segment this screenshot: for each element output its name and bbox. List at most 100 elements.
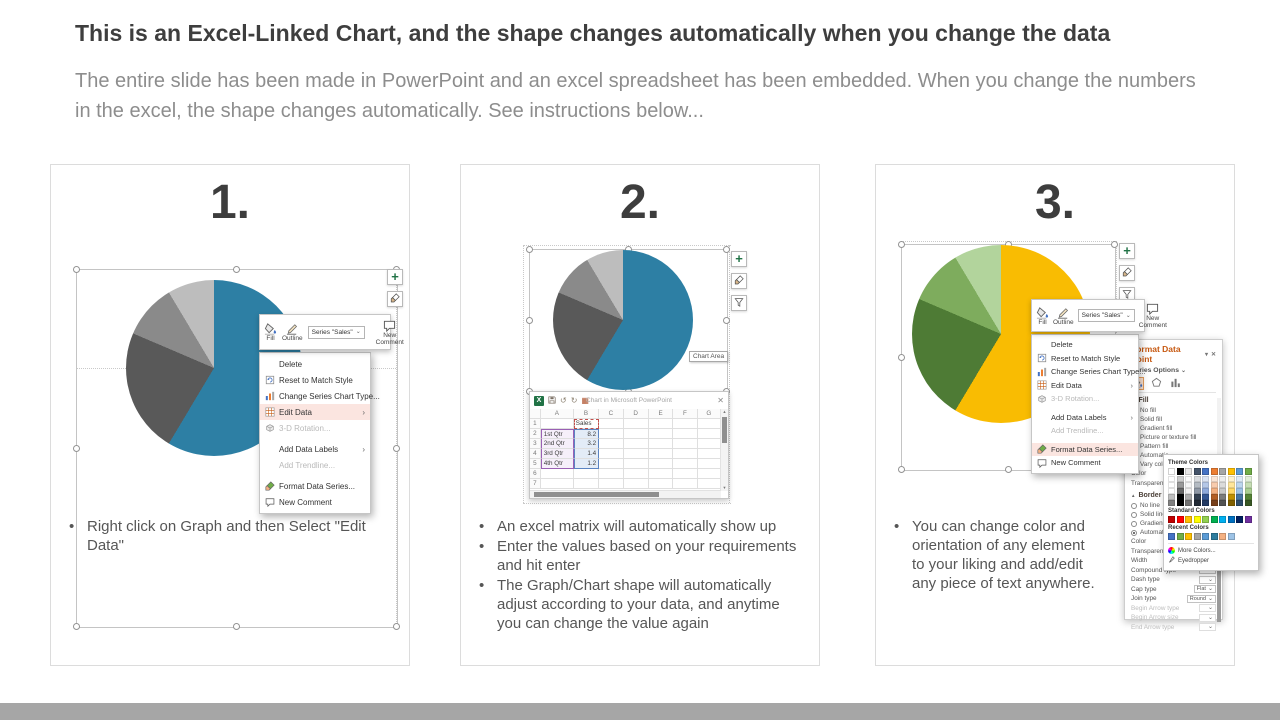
save-icon[interactable] bbox=[548, 395, 556, 406]
menu-item-add-data-labels[interactable]: Add Data Labels › bbox=[1032, 411, 1138, 425]
color-swatch[interactable] bbox=[1168, 476, 1175, 482]
chart-filters-button[interactable] bbox=[731, 295, 747, 311]
series-selector[interactable]: Series "Sales" ⌄ bbox=[1077, 309, 1135, 322]
color-swatch[interactable] bbox=[1185, 500, 1192, 506]
color-swatch[interactable] bbox=[1210, 494, 1218, 500]
cell-E7[interactable] bbox=[648, 479, 674, 489]
color-swatch[interactable] bbox=[1236, 494, 1243, 500]
cell-A1[interactable] bbox=[540, 419, 574, 429]
color-swatch[interactable] bbox=[1168, 468, 1175, 475]
new-comment-button[interactable]: New Comment bbox=[375, 319, 405, 346]
color-swatch[interactable] bbox=[1210, 468, 1218, 475]
cell-D4[interactable] bbox=[623, 449, 649, 459]
color-swatch[interactable] bbox=[1176, 533, 1184, 540]
color-swatch[interactable] bbox=[1202, 500, 1209, 506]
row-header-6[interactable]: 6 bbox=[530, 469, 541, 479]
cell-G2[interactable] bbox=[697, 429, 721, 439]
tab-series-options[interactable] bbox=[1169, 377, 1182, 390]
color-swatch[interactable] bbox=[1168, 516, 1175, 523]
cell-F6[interactable] bbox=[673, 469, 698, 479]
selection-handle[interactable] bbox=[898, 353, 905, 361]
menu-item-change-series-chart-type[interactable]: Change Series Chart Type... bbox=[1032, 365, 1146, 379]
color-swatch[interactable] bbox=[1185, 476, 1192, 482]
radio-automatic[interactable]: Automatic bbox=[1131, 528, 1216, 537]
color-swatch[interactable] bbox=[1227, 476, 1235, 482]
menu-item-new-comment[interactable]: New Comment bbox=[1032, 456, 1138, 470]
pane-options-icon[interactable]: ▾ bbox=[1204, 351, 1208, 358]
menu-item-reset-to-match-style[interactable]: Reset to Match Style bbox=[1032, 352, 1138, 366]
cell-F2[interactable] bbox=[673, 429, 698, 439]
cell-D3[interactable] bbox=[623, 439, 649, 449]
cell-D6[interactable] bbox=[623, 469, 649, 479]
cell-G7[interactable] bbox=[697, 479, 721, 489]
cell-F5[interactable] bbox=[673, 459, 698, 469]
color-swatch[interactable] bbox=[1227, 488, 1235, 494]
color-swatch[interactable] bbox=[1193, 494, 1201, 500]
cell-F3[interactable] bbox=[673, 439, 698, 449]
horizontal-scrollbar[interactable] bbox=[530, 490, 721, 498]
selection-handle[interactable] bbox=[73, 444, 80, 452]
spreadsheet-grid[interactable]: A B C D E F G 1 Sales 2 1st Qtr 8.2 3 2nd Qtr 3.2 4 3rd … bbox=[530, 409, 721, 491]
scroll-up-icon[interactable]: ▲ bbox=[722, 409, 727, 414]
color-swatch[interactable] bbox=[1244, 516, 1252, 523]
color-swatch[interactable] bbox=[1176, 500, 1184, 506]
cell-E6[interactable] bbox=[648, 469, 674, 479]
color-swatch[interactable] bbox=[1193, 468, 1201, 475]
color-swatch[interactable] bbox=[1176, 488, 1184, 494]
color-swatch[interactable] bbox=[1202, 468, 1209, 475]
radio-solid-line[interactable]: Solid line bbox=[1131, 510, 1216, 519]
color-swatch[interactable] bbox=[1193, 488, 1201, 494]
color-swatch[interactable] bbox=[1244, 500, 1252, 506]
cell-C7[interactable] bbox=[599, 479, 624, 489]
color-swatch[interactable] bbox=[1227, 468, 1235, 475]
column-header-f[interactable]: F bbox=[673, 409, 698, 419]
cell-A2[interactable]: 1st Qtr bbox=[540, 429, 574, 439]
chart-elements-button[interactable]: + bbox=[387, 269, 403, 285]
row-header-2[interactable]: 2 bbox=[530, 429, 541, 439]
cell-C6[interactable] bbox=[599, 469, 624, 479]
color-swatch[interactable] bbox=[1227, 516, 1235, 523]
color-swatch[interactable] bbox=[1185, 533, 1192, 540]
close-icon[interactable]: ✕ bbox=[1210, 351, 1216, 358]
menu-item-reset-to-match-style[interactable]: Reset to Match Style bbox=[260, 372, 370, 388]
column-header-b[interactable]: B bbox=[573, 409, 600, 419]
color-swatch[interactable] bbox=[1236, 516, 1243, 523]
color-swatch[interactable] bbox=[1168, 488, 1175, 494]
selection-handle[interactable] bbox=[393, 444, 400, 452]
row-header-5[interactable]: 5 bbox=[530, 459, 541, 469]
cell-A4[interactable]: 3rd Qtr bbox=[540, 449, 574, 459]
cell-C3[interactable] bbox=[599, 439, 624, 449]
color-swatch[interactable] bbox=[1202, 494, 1209, 500]
color-swatch[interactable] bbox=[1202, 488, 1209, 494]
color-swatch[interactable] bbox=[1219, 488, 1226, 494]
cell-B7[interactable] bbox=[573, 479, 600, 489]
radio-pattern-fill[interactable]: Pattern fill bbox=[1131, 442, 1216, 451]
cell-A6[interactable] bbox=[540, 469, 574, 479]
chart-styles-button[interactable] bbox=[731, 273, 747, 289]
color-swatch[interactable] bbox=[1219, 476, 1226, 482]
color-swatch[interactable] bbox=[1219, 516, 1226, 523]
color-swatch[interactable] bbox=[1219, 482, 1226, 488]
new-comment-button[interactable]: New Comment bbox=[1139, 302, 1167, 329]
tab-effects[interactable] bbox=[1150, 377, 1163, 390]
chart-styles-button[interactable] bbox=[387, 291, 403, 307]
selection-handle[interactable] bbox=[73, 623, 80, 630]
color-swatch[interactable] bbox=[1227, 482, 1235, 488]
color-swatch[interactable] bbox=[1202, 476, 1209, 482]
chart-styles-button[interactable] bbox=[1119, 265, 1135, 281]
cell-E1[interactable] bbox=[648, 419, 674, 429]
selection-handle[interactable] bbox=[898, 466, 905, 473]
radio-gradient-line[interactable]: Gradient line bbox=[1131, 519, 1216, 528]
color-swatch[interactable] bbox=[1210, 516, 1218, 523]
color-swatch[interactable] bbox=[1176, 516, 1184, 523]
cell-B4[interactable]: 1.4 bbox=[573, 449, 600, 459]
menu-item-format-data-series[interactable]: Format Data Series... bbox=[260, 478, 370, 494]
cell-F1[interactable] bbox=[673, 419, 698, 429]
column-header-g[interactable]: G bbox=[697, 409, 721, 419]
color-swatch[interactable] bbox=[1168, 482, 1175, 488]
color-swatch[interactable] bbox=[1236, 476, 1243, 482]
column-header-d[interactable]: D bbox=[623, 409, 649, 419]
color-swatch[interactable] bbox=[1210, 533, 1218, 540]
color-swatch[interactable] bbox=[1202, 516, 1209, 523]
cell-A3[interactable]: 2nd Qtr bbox=[540, 439, 574, 449]
